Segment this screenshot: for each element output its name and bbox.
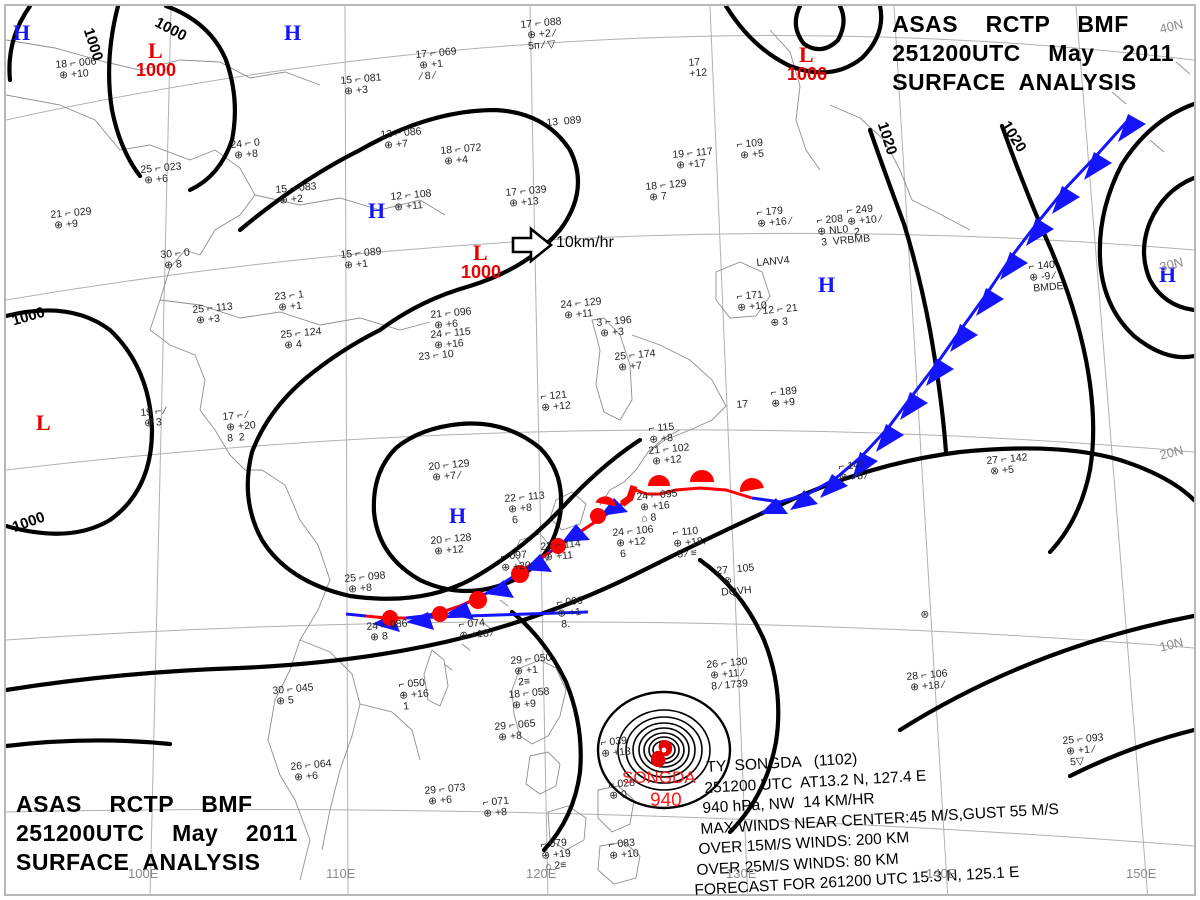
- station-plot: 19 ⌐ 117 ⊕ +17: [671, 145, 714, 172]
- station-plot: 24 ⌐ 106 ⊕ +12 6: [611, 523, 654, 561]
- station-plot: 15 ⌐ 089 ⊕ +1: [339, 245, 382, 272]
- station-plot: 19 ⌐ ⁄ ⊕ 3: [139, 404, 167, 430]
- station-plot: 27 105 ⊗ DQVH: [715, 561, 755, 599]
- station-plot: 25 ⌐ 093 ⊕ +1 ⁄ 5▽: [1061, 731, 1104, 769]
- pressure-center-value: 1006: [787, 64, 828, 84]
- longitude-label: 140E: [926, 866, 957, 881]
- low-pressure-label: L: [473, 240, 488, 265]
- movement-arrow-icon: [511, 226, 554, 264]
- isobars: [6, 6, 1194, 853]
- station-plot: 30 ⌐ 0 ⊕ 8: [159, 246, 191, 272]
- header-top-right: ASAS RCTP BMF 251200UTC May 2011 SURFACE…: [892, 11, 1174, 95]
- longitude-label: 150E: [1126, 866, 1157, 881]
- station-plot: 25 ⌐ 098 ⊕ +8: [343, 569, 386, 596]
- station-plot: ⌐ 074 ⊕ +18 ⁄: [457, 616, 494, 642]
- station-plot: 25 ⌐ 023 ⊕ +6: [139, 160, 182, 187]
- station-plot: 17 ⌐ 039 ⊕ +13: [504, 183, 547, 210]
- low-pressure-label: L: [148, 38, 163, 63]
- station-plot: ⌐ 140 ⊕ -9 ⁄ BMDE: [1027, 258, 1065, 295]
- occluded-front-southwest: [345, 496, 628, 632]
- station-plot: 30 ⌐ 045 ⊕ 5: [271, 681, 314, 708]
- movement-speed-label: 10km/hr: [556, 234, 614, 251]
- station-plot: 24 ⌐ 095 ⊕ +16 ⌂ 8: [635, 487, 678, 525]
- high-pressure-label: H: [284, 20, 302, 45]
- station-plot: 18 ⌐ 072 ⊕ +4: [439, 141, 482, 168]
- station-plot: 25 ⌐ 124 ⊕ 4: [279, 325, 322, 352]
- longitude-label: 130E: [726, 866, 757, 881]
- station-plot: 17 ⌐ 088 ⊕ +2 ⁄ 5ᴨ ⁄ ▽: [519, 15, 562, 53]
- station-plot: 12 ⌐ 108 ⊕ +11: [389, 187, 432, 214]
- station-plot: 3 ⌐ 196 ⊕ +3: [595, 313, 633, 340]
- station-plot: 21 ⌐ 029 ⊕ +9: [49, 205, 92, 232]
- station-plot: ⌐ 097 ⊕ +20: [499, 548, 532, 574]
- station-plot: ⌐ 179 ⊕ +16 ⁄: [755, 204, 792, 230]
- station-plot: 17 ⌐ ⁄ ⊕ +20 8 2: [221, 408, 257, 445]
- station-plot: 24 ⌐ 086 ⊕ 8: [365, 617, 408, 644]
- high-pressure-label: H: [1159, 262, 1177, 287]
- station-plot: ⌐ 109 ⊕ +5: [735, 136, 765, 162]
- station-plot: 17 +12: [687, 55, 708, 80]
- station-plot: ⌐ 110 ⊕ +18 ⁄ 5 ⁄ ≡: [671, 524, 708, 561]
- station-plot: 29 ⌐ 050 ⊕ +1 2≡: [509, 651, 552, 689]
- cold-front-northeast: [751, 114, 1146, 514]
- station-plot: ⌐ 121 ⊕ +12: [539, 388, 572, 414]
- pressure-center-value: 1000: [136, 60, 177, 80]
- station-plot: ⊕ 3: [769, 315, 789, 329]
- station-plot: 20 ⌐ 129 ⊕ +7 ⁄: [427, 457, 470, 484]
- station-plot: 26 ⌐ 064 ⊕ +6: [289, 757, 332, 784]
- warm-front-segment: [619, 470, 764, 507]
- station-plot: 28 ⌐ 106 ⊕ +18 ⁄: [905, 667, 948, 694]
- high-pressure-label: H: [13, 20, 31, 45]
- station-plot: 22 ⌐ 114 ⊕ +11: [539, 537, 582, 564]
- station-plot: 29 ⌐ 073 ⊕ +6: [423, 781, 466, 808]
- longitude-label: 110E: [326, 866, 356, 881]
- station-plot: 24 ⌐ 0 ⊕ +8: [229, 136, 261, 162]
- high-pressure-label: H: [818, 272, 836, 297]
- station-plot: ⌐ 083 ⊕ +10: [607, 836, 640, 862]
- pressure-center-value: 1000: [461, 262, 502, 282]
- station-plot: 18 ⌐ 058 ⊕ +9: [507, 685, 550, 712]
- low-pressure-label: L: [799, 42, 814, 67]
- station-plot: 15 ⌐ 083 ⊕ +2: [274, 180, 317, 207]
- typhoon-center-pressure: 940: [650, 790, 682, 811]
- station-plot: 18 ⌐ 006 ⊕ +10: [54, 55, 97, 82]
- low-pressure-label: L: [36, 410, 51, 435]
- station-plot: 12 ⌐ 086 ⊕ +7: [379, 125, 422, 152]
- station-plot: 18 ⌐ 129 ⊕ 7: [644, 177, 687, 204]
- station-plot: 17 ⌐ 069 ⊕ +1 ⁄ 8 ⁄: [414, 45, 457, 83]
- longitude-label: 100E: [128, 866, 159, 881]
- typhoon-symbol: [650, 740, 673, 768]
- station-plot: ⌐ 249 ⊕ +10 ⁄ 2: [845, 202, 882, 239]
- station-plot: ⊛: [919, 608, 930, 621]
- station-plot: 29 ⌐ 065 ⊕ +8: [493, 717, 536, 744]
- graticule: [6, 6, 1194, 894]
- high-pressure-label: H: [449, 503, 467, 528]
- station-plot: ⌐ 099 ⊕ +1 8.: [555, 594, 584, 631]
- station-plot: 27 ⌐ 142 ⊗ +5: [985, 451, 1028, 478]
- station-plot: 26 ⌐ 130 ⊕ +11 ⁄ 8 ⁄ 1739: [705, 655, 749, 693]
- station-plot: 25 ⌐ 174 ⊕ +7: [613, 347, 656, 374]
- station-plot: ⌐ 189 ⊕ +9: [769, 384, 798, 410]
- longitude-label: 120E: [526, 866, 557, 881]
- station-plot: 22 ⌐ 113 ⊕ +8 6: [503, 489, 546, 527]
- typhoon-center-name: SONGDA: [622, 768, 696, 787]
- station-plot: ⌐ 079 ⊕ +19 ⌂ 2≡: [539, 836, 572, 873]
- coastlines: [6, 29, 1191, 885]
- station-plot: ⌐ 071 ⊕ +8: [481, 794, 510, 820]
- station-plot: 15 ⌐ 081 ⊕ +3: [339, 71, 382, 98]
- header-bottom-left: ASAS RCTP BMF 251200UTC May 2011 SURFACE…: [16, 791, 298, 875]
- station-plot: 25 ⌐ 113 ⊕ +3: [191, 300, 234, 327]
- station-plot: ⌐ 039 ⊕ +13: [599, 734, 632, 760]
- high-pressure-label: H: [368, 198, 386, 223]
- station-plot: 17: [735, 397, 749, 411]
- station-plot: ⌐ 050 ⊕ +16 1: [397, 676, 430, 713]
- station-plot: 23 ⌐ 1 ⊕ +1: [273, 288, 305, 314]
- station-plot: 20 ⌐ 128 ⊕ +12: [429, 531, 472, 558]
- station-plot: ⌐ 147 ⊗ +8 ⁄: [837, 458, 869, 484]
- station-plot: 21 ⌐ 102 ⊕ +12: [647, 441, 690, 468]
